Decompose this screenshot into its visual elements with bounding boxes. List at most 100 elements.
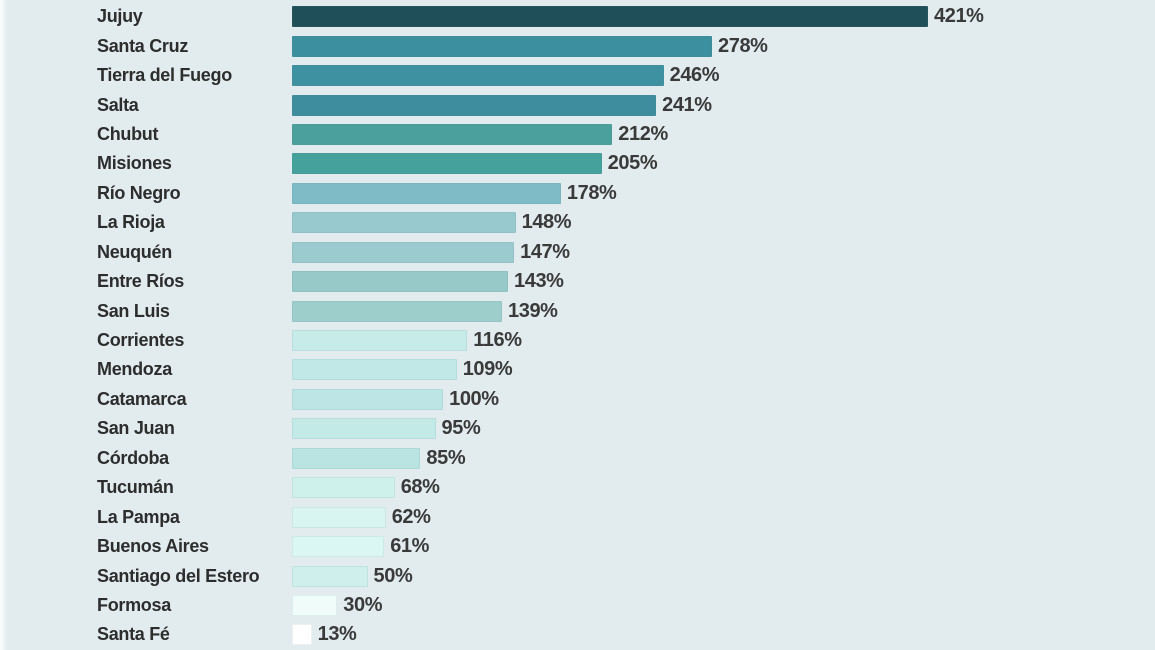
value-label: 95% (441, 417, 481, 440)
value-label: 178% (566, 181, 617, 204)
bar-area: 148% (292, 208, 1155, 237)
category-label: Tucumán (97, 477, 174, 498)
bar-row: San Juan 95% (0, 414, 1155, 443)
category-label: Jujuy (97, 6, 143, 27)
bar-row: La Rioja 148% (0, 208, 1155, 237)
bar (292, 212, 516, 234)
bar (292, 594, 338, 616)
category-label: Catamarca (97, 388, 187, 409)
bar-row: Río Negro 178% (0, 179, 1155, 208)
bar (292, 565, 368, 587)
bar-row: Santa Cruz 278% (0, 31, 1155, 60)
bar-area: 278% (292, 31, 1155, 60)
bar-row: Mendoza 109% (0, 355, 1155, 384)
value-label: 278% (718, 34, 768, 57)
value-label: 147% (520, 240, 570, 263)
bar-row: Neuquén 147% (0, 238, 1155, 267)
bar-row: Santa Fé 13% (0, 620, 1155, 649)
bar-row: Entre Ríos 143% (0, 267, 1155, 296)
bar-row: Corrientes 116% (0, 326, 1155, 355)
bar (292, 536, 385, 558)
bar-area: 109% (292, 355, 1155, 384)
bar (292, 330, 468, 352)
bar (292, 182, 561, 204)
bar-row: Santiago del Estero 50% (0, 561, 1155, 590)
category-label: Formosa (97, 594, 171, 615)
value-label: 205% (607, 152, 658, 175)
bar-area: 85% (292, 444, 1155, 473)
bar-area: 61% (292, 532, 1155, 561)
bar (292, 123, 613, 145)
bar-area: 205% (292, 149, 1155, 178)
bar (292, 300, 502, 322)
category-label: La Rioja (97, 212, 165, 233)
bar (292, 241, 515, 263)
value-label: 116% (473, 329, 522, 352)
bar-row: Salta 241% (0, 90, 1155, 119)
value-label: 50% (373, 564, 413, 587)
bar-row: Buenos Aires 61% (0, 532, 1155, 561)
bar (292, 35, 712, 57)
value-label: 241% (662, 93, 712, 116)
category-label: Entre Ríos (97, 271, 185, 292)
value-label: 68% (400, 476, 440, 499)
bar (292, 624, 312, 646)
value-label: 246% (669, 64, 720, 87)
bar (292, 271, 508, 293)
bar-area: 241% (292, 90, 1155, 119)
category-label: Tierra del Fuego (97, 65, 232, 86)
value-label: 61% (390, 535, 430, 558)
bar-area: 116% (292, 326, 1155, 355)
bar-area: 13% (292, 620, 1155, 649)
bar-area: 147% (292, 238, 1155, 267)
bar (292, 388, 444, 410)
bar (292, 6, 928, 28)
bar-area: 50% (292, 561, 1155, 590)
bar-row: Catamarca 100% (0, 385, 1155, 414)
category-label: Salta (97, 94, 139, 115)
category-label: Río Negro (97, 182, 181, 203)
bar (292, 418, 436, 440)
category-label: Chubut (97, 123, 159, 144)
value-label: 212% (618, 122, 668, 145)
bar-area: 62% (292, 502, 1155, 531)
value-label: 85% (426, 446, 466, 469)
category-label: Córdoba (97, 447, 169, 468)
bar (292, 477, 395, 499)
bar-row: Córdoba 85% (0, 444, 1155, 473)
bar-area: 246% (292, 61, 1155, 90)
value-label: 30% (343, 593, 383, 616)
bar-area: 139% (292, 296, 1155, 325)
value-label: 139% (508, 299, 558, 322)
bar (292, 94, 657, 116)
bar-row: Misiones 205% (0, 149, 1155, 178)
value-label: 62% (391, 505, 431, 528)
bar-area: 143% (292, 267, 1155, 296)
bar-row: San Luis 139% (0, 296, 1155, 325)
category-label: Neuquén (97, 241, 172, 262)
bar (292, 65, 664, 87)
bar-area: 212% (292, 120, 1155, 149)
category-label: Corrientes (97, 330, 185, 351)
bar-area: 178% (292, 179, 1155, 208)
bar-area: 68% (292, 473, 1155, 502)
bar-row: Formosa 30% (0, 591, 1155, 620)
bar-row: Jujuy 421% (0, 2, 1155, 31)
bar-row: Tierra del Fuego 246% (0, 61, 1155, 90)
value-label: 109% (462, 358, 513, 381)
category-label: La Pampa (97, 506, 180, 527)
value-label: 421% (934, 5, 984, 28)
bar-row: Chubut 212% (0, 120, 1155, 149)
value-label: 143% (514, 270, 564, 293)
value-label: 148% (521, 211, 572, 234)
value-label: 100% (449, 387, 499, 410)
value-label: 13% (317, 623, 357, 646)
category-label: Santiago del Estero (97, 565, 260, 586)
category-label: Santa Fé (97, 624, 170, 645)
category-label: San Juan (97, 418, 175, 439)
bar (292, 447, 421, 469)
bar (292, 359, 457, 381)
category-label: San Luis (97, 300, 170, 321)
bar (292, 153, 602, 175)
